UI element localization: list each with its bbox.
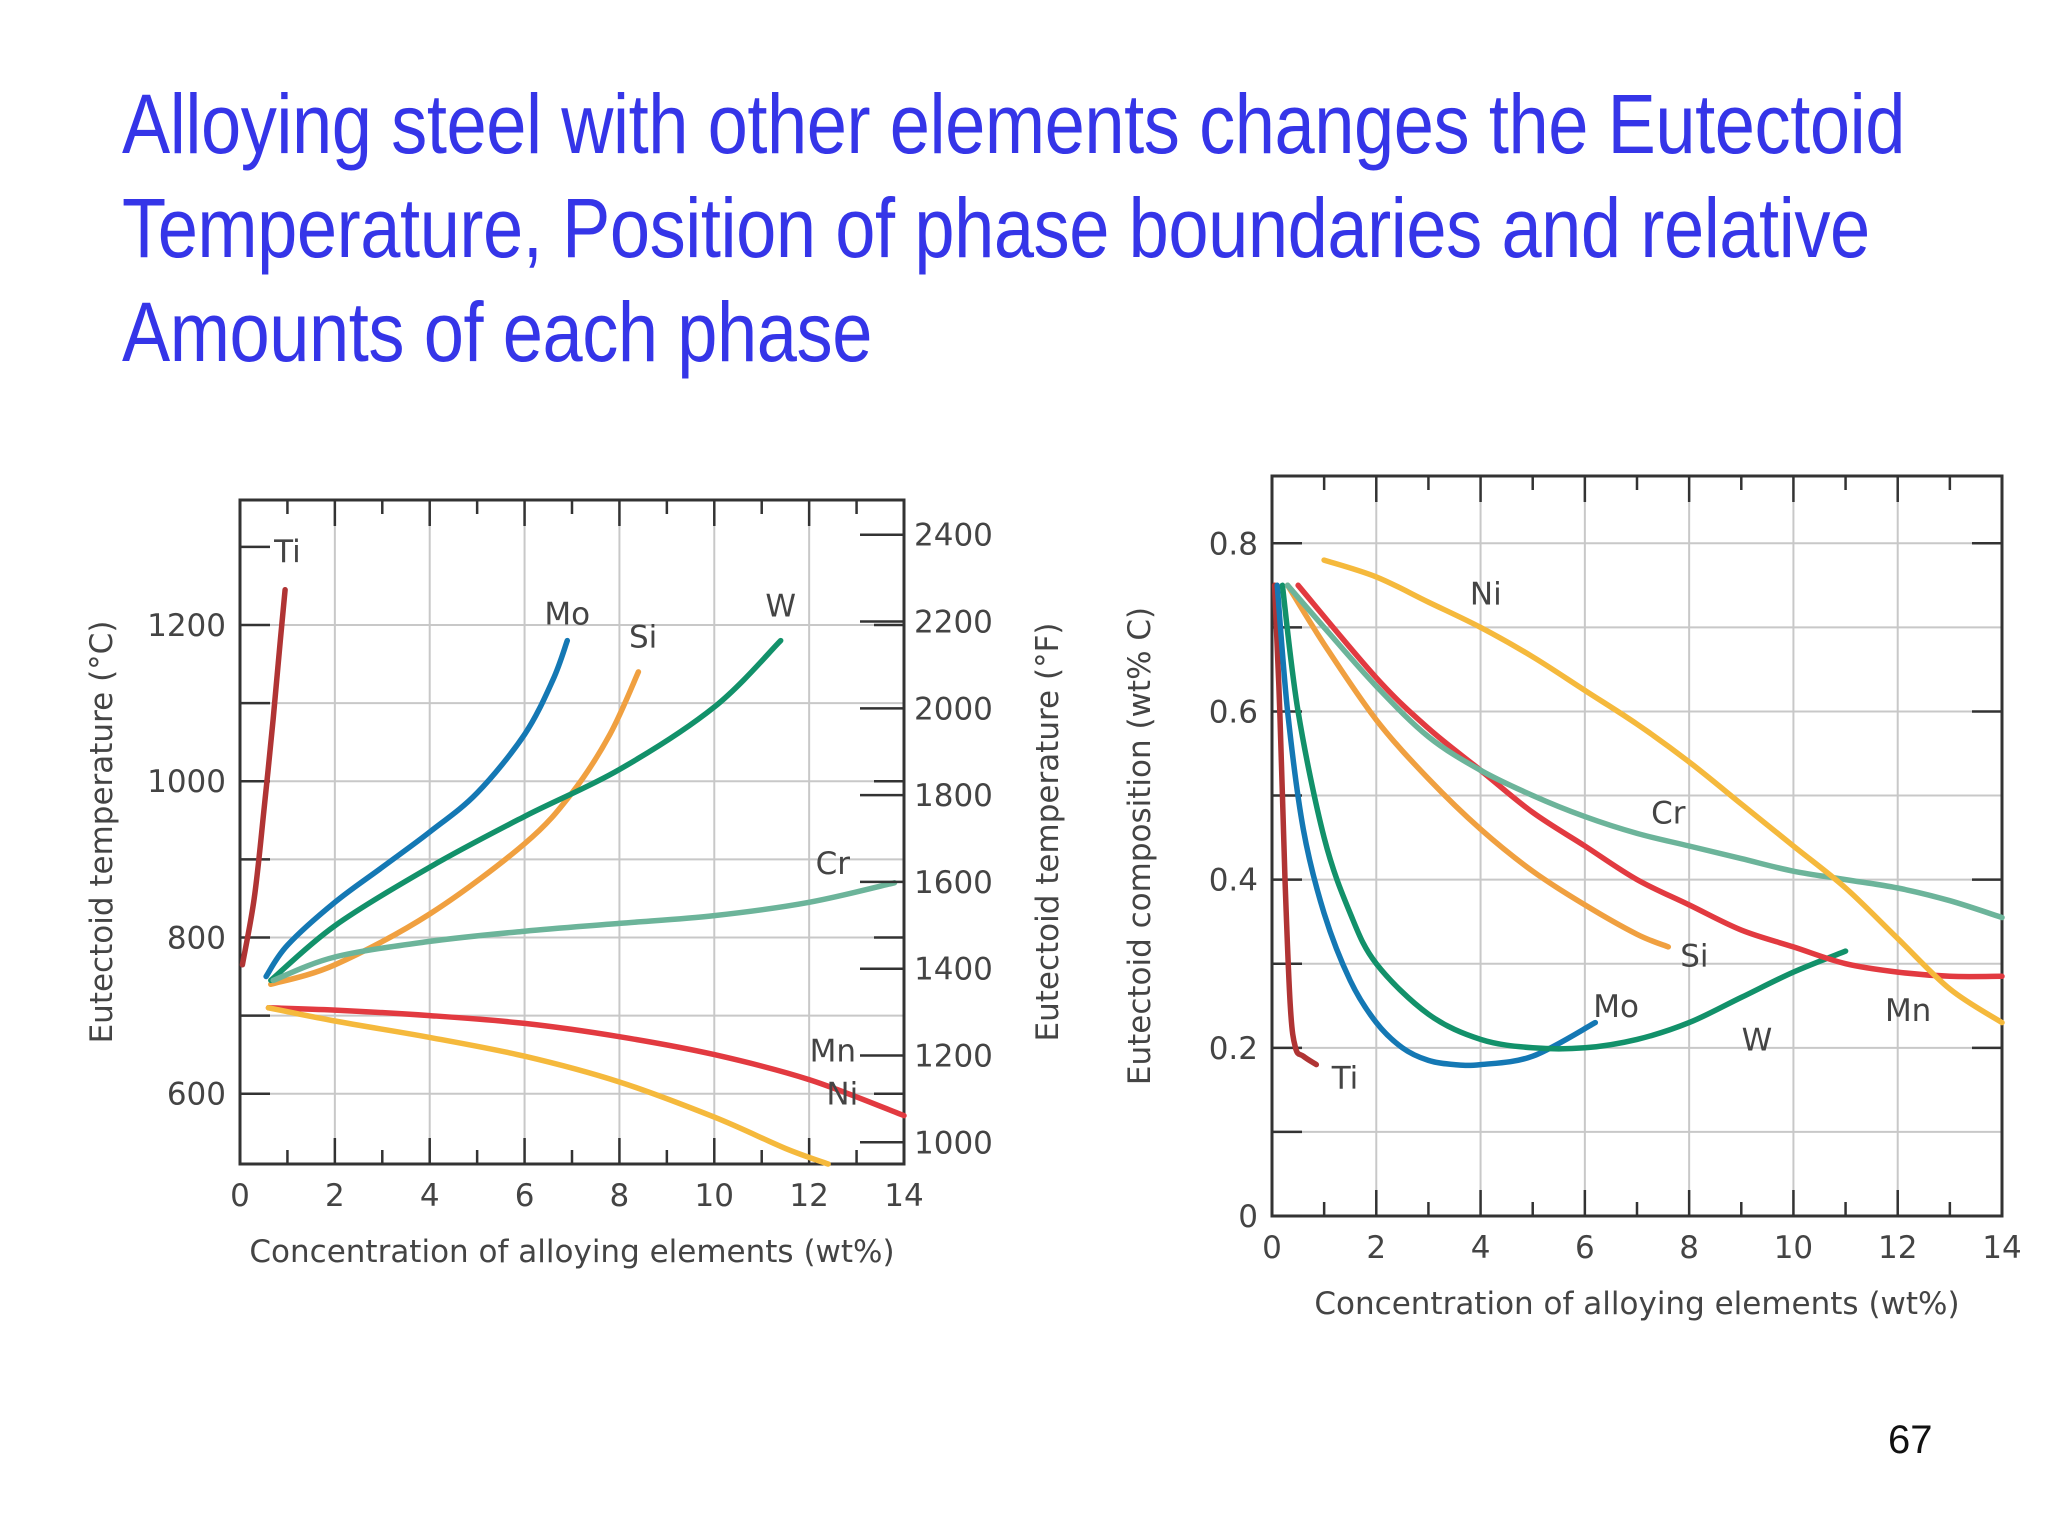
series-label-ni: Ni — [826, 1077, 858, 1113]
series-label-w: W — [765, 588, 796, 624]
y2-tick-label: 1800 — [914, 778, 993, 814]
y-tick-label: 0.8 — [1209, 526, 1258, 562]
series-label-cr: Cr — [816, 846, 851, 882]
series-line-mo — [1274, 582, 1599, 1069]
x-axis-label: Concentration of alloying elements (wt%) — [1314, 1286, 1959, 1322]
x-tick-label: 0 — [230, 1178, 250, 1214]
y2-tick-label: 1200 — [914, 1039, 993, 1075]
y-tick-label: 0.6 — [1209, 694, 1258, 730]
y-axis-label: Eutectoid composition (wt% C) — [1122, 607, 1158, 1085]
title-line: Alloying steel with other elements chang… — [122, 77, 1905, 171]
series-line-si — [1284, 582, 1672, 950]
series-label-mo: Mo — [544, 596, 590, 632]
y2-tick-label: 2200 — [914, 605, 993, 641]
x-tick-label: 4 — [420, 1178, 440, 1214]
eutectoid-temperature-chart: 600 800 1000 1200 0 2 4 6 8 10 12 14 Concentration o… — [84, 498, 1066, 1270]
x-tick-label: 2 — [1366, 1230, 1386, 1266]
title-line: Amounts of each phase — [122, 285, 872, 379]
y-tick-label: 1200 — [147, 608, 226, 644]
series-line-mn — [265, 1005, 907, 1119]
x-tick-label: 2 — [325, 1178, 345, 1214]
eutectoid-composition-chart: 0 0.2 0.4 0.6 0.8 0 2 4 6 8 10 12 14 Concentration of… — [1122, 474, 2022, 1322]
series-line-w — [268, 637, 784, 984]
series-label-cr: Cr — [1651, 795, 1686, 831]
y2-tick-label: 1400 — [914, 952, 993, 988]
x-tick-label: 14 — [1982, 1230, 2021, 1266]
series-line-cr — [270, 880, 898, 984]
series-line-ni — [265, 1005, 831, 1167]
y2-tick-label: 1000 — [914, 1125, 993, 1161]
x-tick-label: 12 — [789, 1178, 828, 1214]
y-tick-label: 1000 — [147, 764, 226, 800]
x-tick-label: 0 — [1262, 1230, 1282, 1266]
title-line: Temperature, Position of phase boundarie… — [122, 181, 1870, 275]
y2-tick-label: 2400 — [914, 518, 993, 554]
y-tick-label: 800 — [167, 920, 226, 956]
series-line-si — [268, 669, 642, 988]
x-tick-label: 8 — [610, 1178, 630, 1214]
x-tick-label: 4 — [1471, 1230, 1491, 1266]
y-tick-label: 600 — [167, 1077, 226, 1113]
series-line-ti — [239, 587, 288, 968]
x-tick-label: 6 — [515, 1178, 535, 1214]
x-tick-label: 14 — [884, 1178, 923, 1214]
series-label-w: W — [1742, 1022, 1773, 1058]
series-label-ti: Ti — [1331, 1060, 1359, 1096]
y2-axis-label: Eutectoid temperature (°F) — [1030, 623, 1066, 1042]
x-tick-label: 10 — [1774, 1230, 1813, 1266]
y2-tick-label: 2000 — [914, 691, 993, 727]
series-label-si: Si — [1680, 938, 1708, 974]
series-line-mo — [263, 637, 571, 980]
series-line-w — [1279, 582, 1849, 1052]
x-tick-label: 8 — [1679, 1230, 1699, 1266]
y-tick-label: 0 — [1238, 1199, 1258, 1235]
series-label-mn: Mn — [810, 1034, 856, 1070]
y-tick-label: 0.4 — [1209, 863, 1258, 899]
x-tick-label: 10 — [695, 1178, 734, 1214]
y2-tick-label: 1600 — [914, 865, 993, 901]
x-tick-label: 12 — [1878, 1230, 1917, 1266]
series-line-ni — [1321, 557, 2005, 1026]
series-label-mo: Mo — [1593, 989, 1639, 1025]
series-label-si: Si — [629, 620, 657, 656]
page-number: 67 — [1888, 1418, 1933, 1462]
series-line-mn — [1295, 582, 2005, 980]
plot-frame — [1270, 474, 2004, 1218]
series-label-ni: Ni — [1470, 577, 1502, 613]
y-axis-label: Eutectoid temperature (°C) — [84, 621, 120, 1044]
series-label-mn: Mn — [1885, 993, 1931, 1029]
series-label-ti: Ti — [273, 534, 301, 570]
series-line-cr — [1284, 582, 2005, 921]
series-line-ti — [1271, 582, 1320, 1068]
slide-title: Alloying steel with other elements chang… — [122, 72, 1905, 384]
y-tick-label: 0.2 — [1209, 1031, 1258, 1067]
x-tick-label: 6 — [1575, 1230, 1595, 1266]
x-axis-label: Concentration of alloying elements (wt%) — [249, 1234, 894, 1270]
